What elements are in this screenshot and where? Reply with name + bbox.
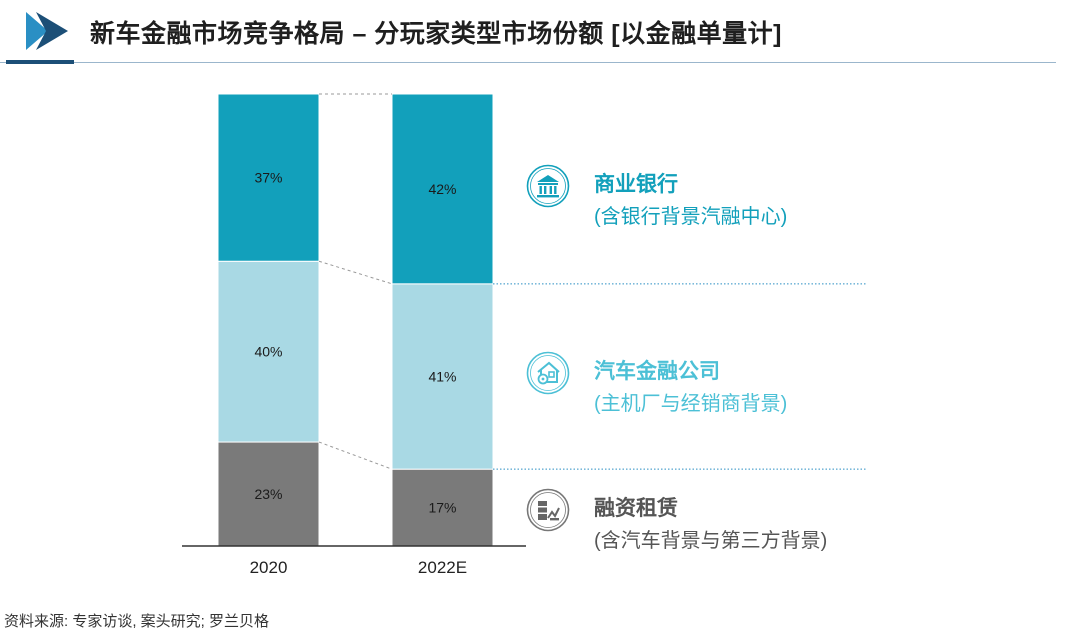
legend-title: 汽车金融公司 [594, 360, 720, 383]
legend-title: 融资租赁 [594, 497, 678, 520]
bar-segment [217, 93, 320, 262]
bank-icon [526, 164, 570, 208]
header: 新车金融市场竞争格局 – 分玩家类型市场份额 [以金融单量计] [0, 0, 1080, 70]
x-tick-label: 2020 [250, 558, 288, 577]
data-label: 23% [254, 486, 282, 502]
source-note: 资料来源: 专家访谈, 案头研究; 罗兰贝格 [4, 613, 270, 630]
data-label: 37% [254, 170, 282, 186]
bar-segment [391, 283, 494, 470]
connector-line [318, 260, 393, 285]
legend-title: 商业银行 [594, 173, 678, 196]
header-divider [0, 62, 1056, 63]
data-label: 41% [428, 369, 456, 385]
bar-segment [217, 441, 320, 547]
bar-segment [391, 93, 494, 285]
data-label: 17% [428, 500, 456, 516]
x-tick-label: 2022E [418, 558, 467, 577]
header-accent-bar [6, 60, 74, 64]
leasing-icon [526, 488, 570, 532]
data-label: 40% [254, 344, 282, 360]
data-label: 42% [428, 181, 456, 197]
page-title: 新车金融市场竞争格局 – 分玩家类型市场份额 [以金融单量计] [90, 20, 782, 48]
car-dealer-house-icon [526, 351, 570, 395]
play-logo-icon [26, 12, 68, 50]
legend-subtitle: (主机厂与经销商背景) [594, 393, 788, 415]
legend-subtitle: (含银行背景汽融中心) [594, 206, 788, 228]
connector-line [318, 441, 393, 470]
legend-subtitle: (含汽车背景与第三方背景) [594, 530, 828, 552]
